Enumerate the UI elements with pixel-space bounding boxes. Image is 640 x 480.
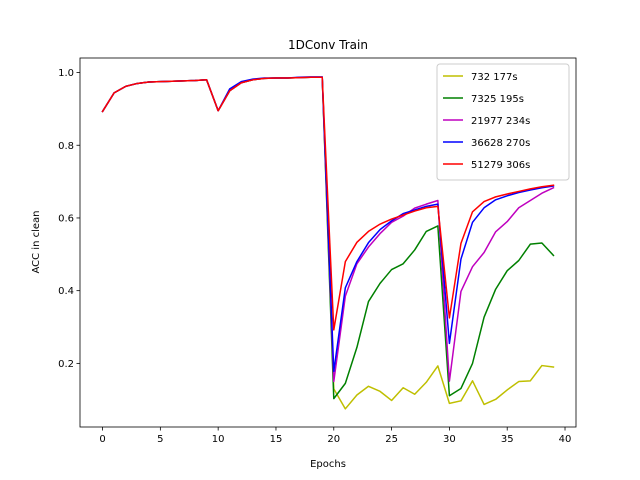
y-tick-label: 0.8 bbox=[58, 141, 74, 152]
legend-label-5: 51279 306s bbox=[471, 160, 530, 171]
legend-label-4: 36628 270s bbox=[471, 138, 530, 149]
plot-area bbox=[101, 76, 555, 410]
x-tick-label: 30 bbox=[443, 434, 456, 445]
axes bbox=[79, 57, 577, 428]
axes-frame bbox=[79, 57, 577, 428]
x-tick-label: 20 bbox=[327, 434, 340, 445]
legend-box bbox=[436, 63, 570, 181]
x-tick-label: 40 bbox=[559, 434, 572, 445]
series-line-5 bbox=[101, 76, 555, 331]
x-tick-label: 5 bbox=[157, 434, 163, 445]
x-tick-label: 15 bbox=[270, 434, 283, 445]
legend: 732 177s 7325 195s 21977 234s 36628 270s 512… bbox=[436, 63, 570, 181]
chart-title: 1DConv Train bbox=[288, 38, 368, 52]
y-tick-label: 0.4 bbox=[58, 286, 74, 297]
x-tick-label: 10 bbox=[212, 434, 225, 445]
x-tick-label: 0 bbox=[99, 434, 105, 445]
legend-label-2: 7325 195s bbox=[471, 94, 524, 105]
legend-label-1: 732 177s bbox=[471, 72, 518, 83]
y-tick-label: 1.0 bbox=[58, 68, 74, 79]
x-axis-title: Epochs bbox=[310, 459, 346, 470]
y-tick-label: 0.2 bbox=[58, 359, 74, 370]
x-tick-label: 35 bbox=[501, 434, 514, 445]
y-tick-label: 0.6 bbox=[58, 213, 74, 224]
ticks: 0 5 10 15 20 25 30 35 40 0.2 0.4 0.6 0.8 1.0 bbox=[58, 68, 571, 445]
y-axis-title: ACC in clean bbox=[31, 211, 42, 274]
x-tick-label: 25 bbox=[385, 434, 398, 445]
legend-label-3: 21977 234s bbox=[471, 116, 530, 127]
